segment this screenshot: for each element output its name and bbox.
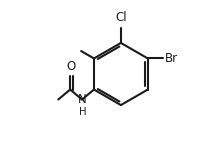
Text: Br: Br — [165, 52, 178, 65]
Text: N: N — [78, 93, 86, 106]
Text: H: H — [79, 107, 86, 117]
Text: O: O — [67, 59, 76, 73]
Text: Cl: Cl — [115, 11, 127, 24]
